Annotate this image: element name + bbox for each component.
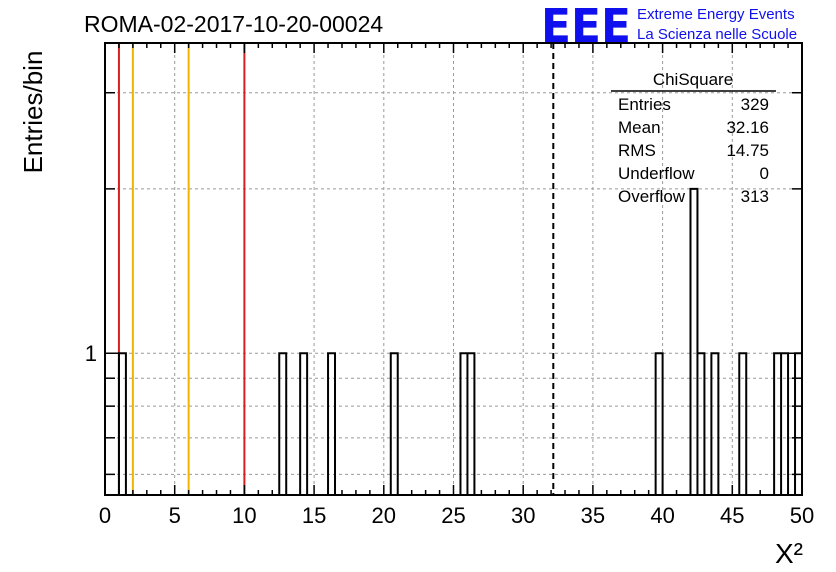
- stats-label: Overflow: [618, 187, 686, 206]
- stats-title: ChiSquare: [653, 70, 733, 89]
- stats-label: Entries: [618, 95, 671, 114]
- stats-value: 329: [741, 95, 769, 114]
- x-tick-label: 15: [302, 503, 326, 528]
- x-axis-label: X²: [775, 538, 803, 569]
- x-tick-label: 45: [720, 503, 744, 528]
- chart-title: ROMA-02-2017-10-20-00024: [84, 11, 383, 37]
- stats-value: 313: [741, 187, 769, 206]
- histogram-outline: [117, 187, 803, 496]
- y-tick-label: 1: [85, 341, 97, 366]
- stats-label: RMS: [618, 141, 656, 160]
- x-tick-labels: 0 5 10 15 20 25 30 35 40 45 50: [99, 503, 814, 528]
- y-axis-label: Entries/bin: [18, 51, 48, 174]
- x-tick-label: 35: [581, 503, 605, 528]
- x-tick-label: 5: [169, 503, 181, 528]
- logo-mark: EEE: [541, 0, 631, 53]
- logo-line-2: La Scienza nelle Scuole: [637, 26, 797, 43]
- reference-lines: [117, 43, 555, 495]
- x-tick-label: 30: [511, 503, 535, 528]
- stats-rows: Entries 329 Mean 32.16 RMS 14.75 Underflow 0 Ove…: [618, 95, 769, 206]
- logo-line-1: Extreme Energy Events: [637, 6, 795, 23]
- x-tick-label: 20: [372, 503, 396, 528]
- x-tick-label: 40: [650, 503, 674, 528]
- grid: [105, 43, 802, 495]
- eee-logo: EEE Extreme Energy Events La Scienza nel…: [541, 0, 797, 53]
- stats-value: 0: [760, 164, 769, 183]
- y-tick-labels: 1: [85, 341, 97, 366]
- x-tick-label: 10: [232, 503, 256, 528]
- stats-value: 32.16: [726, 118, 769, 137]
- x-tick-label: 50: [790, 503, 814, 528]
- stats-label: Underflow: [618, 164, 695, 183]
- x-tick-label: 0: [99, 503, 111, 528]
- x-tick-label: 25: [441, 503, 465, 528]
- stats-box: ChiSquare Entries 329 Mean 32.16 RMS 14.75 Und…: [611, 70, 776, 206]
- stats-label: Mean: [618, 118, 661, 137]
- axis-ticks: [104, 43, 803, 495]
- stats-value: 14.75: [726, 141, 769, 160]
